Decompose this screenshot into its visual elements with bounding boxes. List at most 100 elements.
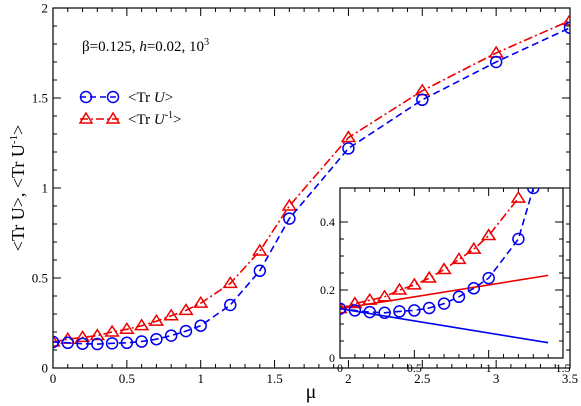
- inset-point-circle: [467, 282, 481, 295]
- inset-x-tick-label: 0: [337, 361, 343, 375]
- main-y-tick-label: 0.5: [32, 271, 48, 286]
- main-point-circle: [283, 212, 296, 225]
- main-point-triangle: [119, 321, 135, 335]
- main-point-circle: [179, 324, 193, 338]
- main-y-tick-label: 2: [42, 1, 49, 16]
- inset-point-triangle: [340, 301, 348, 314]
- inset-point-triangle: [391, 282, 408, 295]
- main-point-triangle: [148, 313, 165, 326]
- inset-point-triangle: [451, 252, 467, 265]
- main-ticks: [52, 7, 571, 369]
- main-point-triangle: [252, 243, 268, 256]
- inset-point-triangle: [376, 289, 393, 302]
- inset-y-tick-label: 0.4: [320, 215, 335, 229]
- main-point-circle: [150, 332, 163, 346]
- main-point-triangle: [178, 303, 194, 316]
- main-y-tick-label: 1.5: [32, 91, 48, 106]
- x-axis-label: μ: [306, 381, 317, 403]
- inset-series-line-1: [340, 188, 535, 314]
- inset-y-tick-label: 0: [329, 351, 335, 365]
- main-series: [53, 13, 570, 351]
- legend-entry-tr-u-inverse: <Tr U-1>: [78, 110, 182, 128]
- main-x-tick-label: 1: [197, 371, 204, 386]
- main-point-circle: [135, 335, 148, 348]
- main-x-tick-label: 3.5: [562, 371, 578, 386]
- y-axis-label: <Tr U>, <Tr U-1>: [8, 125, 28, 252]
- inset-series-line-0: [340, 197, 520, 310]
- main-point-triangle: [562, 13, 570, 26]
- inset-point-circle: [527, 188, 540, 195]
- main-x-tick-label: 3: [493, 371, 500, 386]
- main-point-triangle: [281, 198, 298, 211]
- inset-point-circle: [452, 290, 466, 304]
- main-point-triangle: [193, 295, 209, 308]
- inset-point-circle: [348, 304, 362, 317]
- inset-point-circle: [378, 306, 391, 320]
- main-y-tick-label: 0: [42, 361, 49, 376]
- main-point-triangle: [222, 276, 238, 289]
- main-point-circle: [120, 336, 134, 350]
- inset-point-triangle: [421, 270, 437, 283]
- inset-point-triangle: [406, 277, 423, 290]
- legend-label-open: <Tr: [128, 90, 154, 106]
- main-point-circle: [563, 21, 570, 35]
- legend-label-var: U: [154, 112, 166, 128]
- inset-point-circle: [363, 305, 376, 319]
- main-point-circle: [91, 337, 104, 351]
- inset-chart: 0 0.5 1 1.5 0 0.2 0.4: [320, 187, 571, 375]
- legend-label-open: <Tr: [128, 112, 154, 128]
- main-point-triangle: [104, 324, 120, 337]
- main-point-circle: [105, 337, 119, 350]
- inset-point-triangle: [347, 296, 363, 309]
- inset-x-tick-label: 0.5: [407, 361, 422, 375]
- legend-label-tr-u-inverse: <Tr U-1>: [128, 110, 182, 128]
- inset-y-tick-label: 0.2: [320, 283, 335, 297]
- main-point-triangle: [340, 130, 357, 143]
- main-x-tick-label: 1.5: [266, 371, 282, 386]
- main-point-triangle: [133, 318, 150, 331]
- main-point-circle: [164, 329, 178, 342]
- main-point-triangle: [74, 330, 91, 343]
- inset-tick-labels: 0 0.5 1 1.5 0 0.2 0.4: [320, 215, 571, 375]
- main-point-circle: [253, 264, 267, 278]
- legend-label-var: U: [154, 90, 166, 106]
- inset-point-triangle: [436, 262, 452, 275]
- main-x-tick-label: 2.5: [414, 371, 430, 386]
- legend-label-close: >: [165, 90, 173, 106]
- inset-point-circle: [340, 302, 347, 315]
- main-x-tick-label: 0: [50, 371, 57, 386]
- main-y-tick-label: 1: [42, 181, 49, 196]
- main-point-circle: [53, 335, 60, 349]
- main-point-circle: [416, 93, 429, 107]
- main-point-circle: [342, 142, 355, 155]
- inset-x-tick-label: 1: [486, 361, 492, 375]
- annotation: β=0.125, h=0.02, 103: [82, 37, 209, 55]
- inset-point-circle: [408, 304, 421, 317]
- inset-point-circle: [482, 271, 495, 285]
- inset-frame: [339, 187, 564, 359]
- main-x-tick-label: 2: [345, 371, 352, 386]
- inset-x-tick-label: 1.5: [556, 361, 571, 375]
- legend-label-sup: -1: [165, 110, 173, 121]
- inset-point-triangle: [480, 228, 497, 241]
- main-x-tick-label: 0.5: [119, 371, 135, 386]
- main-point-circle: [224, 298, 237, 312]
- inset-point-triangle: [510, 190, 527, 203]
- main-point-circle: [76, 337, 89, 350]
- inset-point-circle: [393, 305, 406, 318]
- main-point-triangle: [89, 328, 106, 341]
- legend-label-close: >: [173, 112, 181, 128]
- inset-point-triangle: [466, 241, 482, 254]
- main-series-line-1: [53, 27, 570, 345]
- inset-point-circle: [422, 301, 436, 315]
- main-point-triangle: [488, 45, 504, 58]
- inset-point-circle: [437, 297, 451, 310]
- legend: <Tr U> <Tr U-1>: [78, 90, 182, 128]
- main-point-circle: [489, 55, 503, 69]
- inset-ticks: [339, 188, 564, 359]
- main-series-line-0: [53, 19, 570, 343]
- legend-entry-tr-u: <Tr U>: [79, 90, 173, 106]
- inset-series: [340, 188, 549, 344]
- main-point-triangle: [53, 334, 61, 347]
